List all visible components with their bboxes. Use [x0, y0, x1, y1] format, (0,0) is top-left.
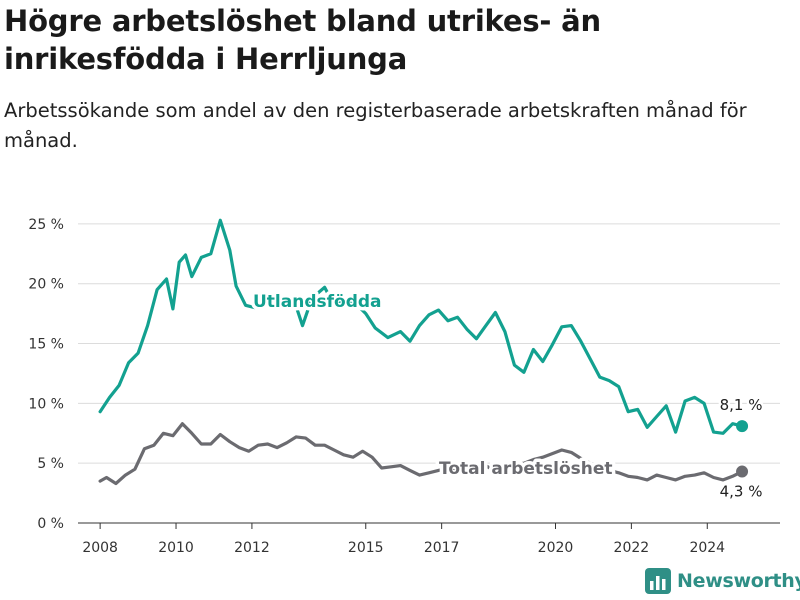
y-tick-label: 5 % — [37, 456, 64, 472]
x-tick-label: 2022 — [614, 540, 650, 556]
series-line-utlandsfodda — [98, 218, 744, 435]
x-axis: 2008 2010 2012 2015 2017 2020 2022 2024 — [82, 523, 725, 556]
brand-name: Newsworthy — [677, 570, 800, 592]
y-tick-label: 20 % — [28, 277, 64, 293]
y-tick-label: 15 % — [28, 337, 64, 353]
y-tick-label: 25 % — [28, 217, 64, 233]
bar-chart-logo-icon — [645, 568, 671, 594]
chart-subtitle: Arbetssökande som andel av den registerb… — [4, 99, 747, 152]
series-end-point — [736, 465, 749, 478]
x-tick-label: 2015 — [348, 540, 384, 556]
x-tick-label: 2010 — [158, 540, 194, 556]
end-label-total: 4,3 % — [720, 483, 763, 501]
series-line-total — [98, 422, 744, 486]
series-label-total-halo: Total arbetslöshet — [439, 459, 613, 479]
series-label-utlandsfodda-halo: Utlandsfödda — [253, 292, 382, 312]
series-lines — [98, 218, 749, 486]
series-end-point — [736, 420, 749, 433]
series-label-total: Total arbetslöshet — [439, 459, 613, 479]
y-tick-label: 10 % — [28, 396, 64, 412]
newsworthy-logo: Newsworthy — [645, 568, 800, 594]
end-label-total-halo: 4,3 % — [720, 483, 763, 501]
x-tick-label: 2008 — [82, 540, 118, 556]
y-axis-ticks: 0 % 5 % 10 % 15 % 20 % 25 % — [28, 217, 64, 532]
gridlines — [78, 223, 780, 524]
x-tick-label: 2024 — [689, 540, 725, 556]
end-label-utlandsfodda-halo: 8,1 % — [720, 396, 763, 414]
x-tick-label: 2012 — [234, 540, 270, 556]
end-label-utlandsfodda: 8,1 % — [720, 396, 763, 414]
x-tick-label: 2017 — [424, 540, 460, 556]
series-label-utlandsfodda: Utlandsfödda — [253, 292, 382, 312]
x-tick-label: 2020 — [538, 540, 574, 556]
y-tick-label: 0 % — [37, 516, 64, 532]
chart-title: Högre arbetslöshet bland utrikes- än inr… — [4, 4, 601, 76]
